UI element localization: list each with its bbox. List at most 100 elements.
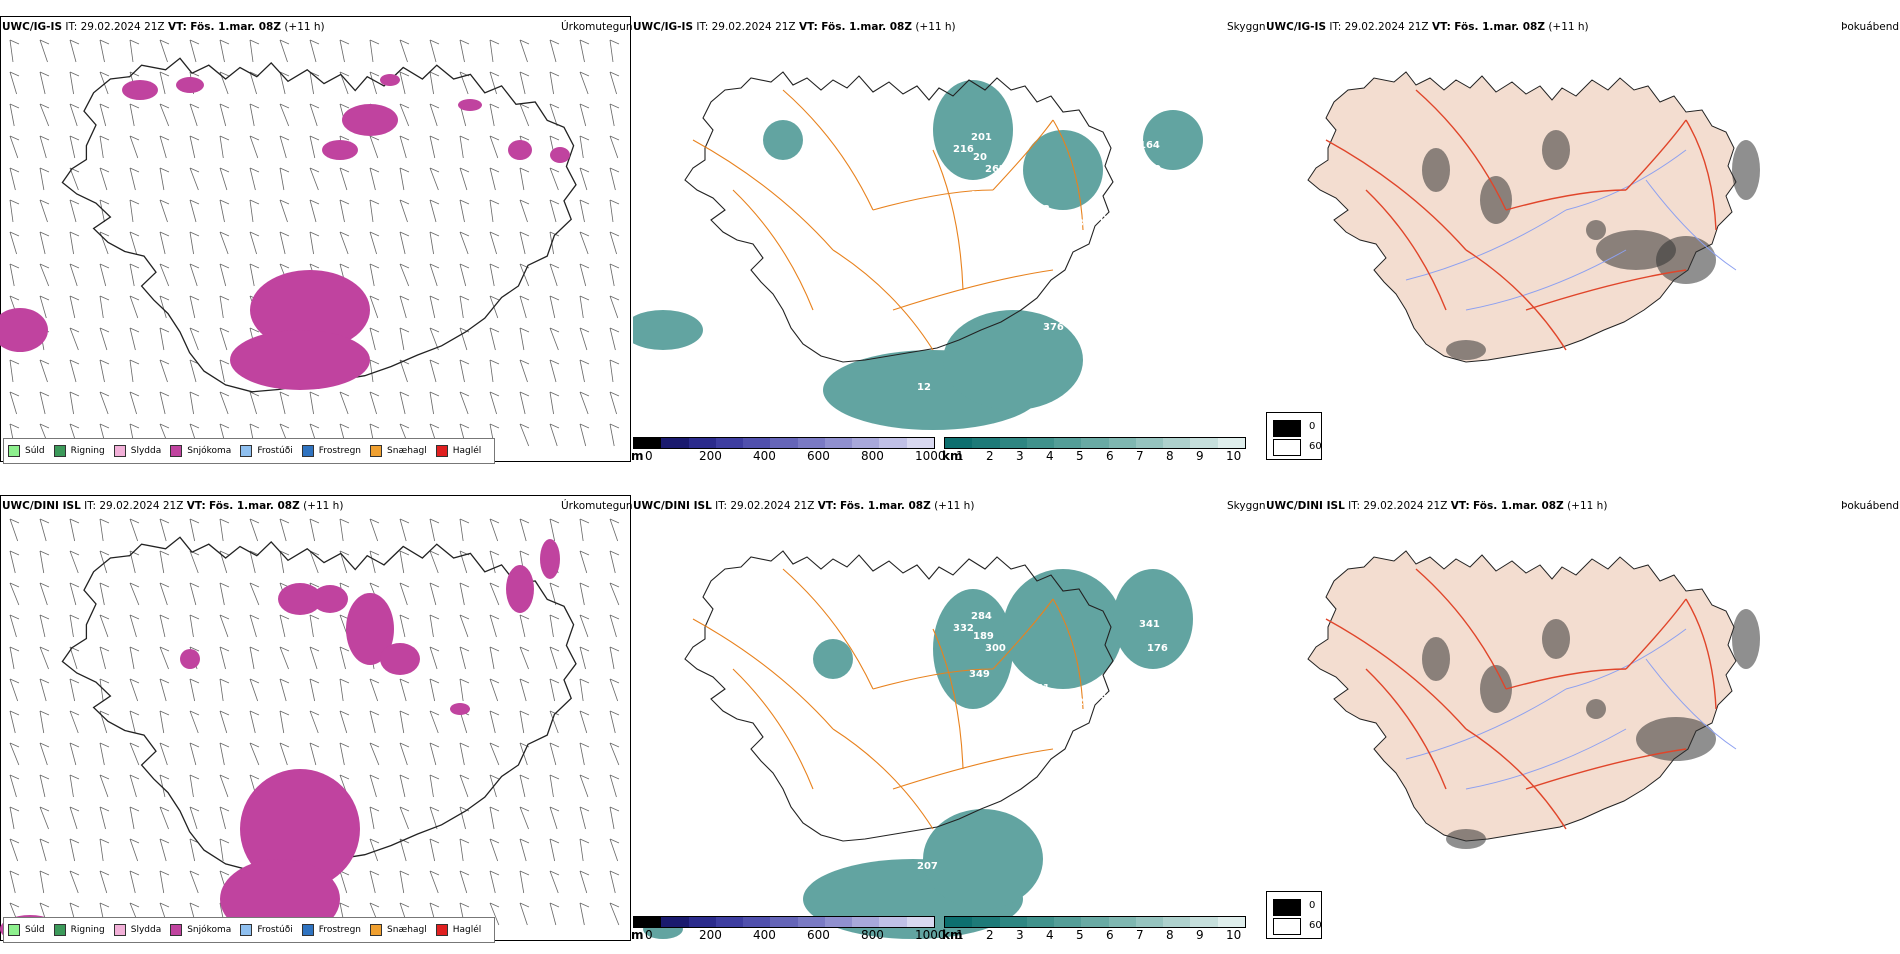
legend-swatch: [113, 924, 126, 936]
legend-item-0: Súld: [8, 924, 45, 936]
bar-tick: 400: [753, 928, 776, 942]
bar-segment: [1054, 438, 1082, 448]
legend-swatch: [8, 445, 20, 457]
row1-fog-panel: UWC/IG-IS IT: 29.02.2024 21Z VT: Fös. 1.…: [1266, 0, 1899, 475]
bar-tick: 9: [1196, 449, 1204, 463]
bar-segment: [1163, 917, 1191, 927]
legend-item-2: Slydda: [113, 445, 161, 457]
legend-swatch: [53, 445, 66, 457]
visibility-value: 300: [1109, 737, 1130, 748]
bar-segment: [715, 917, 744, 927]
bar-segment: [1081, 438, 1109, 448]
row2-visibility-type: Skyggni: [1227, 500, 1266, 512]
visibility-value: 562: [903, 222, 924, 233]
row1-fog-legend: 0 60: [1266, 412, 1322, 460]
legend-item-3: Snjókoma: [170, 924, 231, 936]
bar-tick: 4: [1046, 928, 1054, 942]
row2-precip-legend: Súld Rigning Slydda Snjókoma Frostúði Frostre…: [3, 917, 496, 943]
legend-label: Frostúði: [257, 925, 293, 935]
bar-tick: 8: [1166, 449, 1174, 463]
bar-segment: [1026, 917, 1055, 927]
visibility-value: 176: [1147, 643, 1168, 654]
visibility-value: 164: [1139, 140, 1160, 151]
legend-swatch: [8, 924, 20, 936]
visibility-value: 300: [903, 715, 924, 726]
bar-segment: [688, 917, 716, 927]
visibility-value: 12: [917, 382, 931, 393]
row2-visibility-title: UWC/DINI ISL IT: 29.02.2024 21Z VT: Fös.…: [633, 500, 975, 512]
bar-segment: [824, 917, 853, 927]
bar-tick: 0: [645, 449, 653, 463]
bar-tick: 10: [1226, 928, 1242, 942]
row1-precip-panel: UWC/IG-IS IT: 29.02.2024 21Z VT: Fös. 1.…: [0, 0, 633, 475]
bar-unit: km: [942, 449, 963, 463]
bar-segment: [661, 917, 689, 927]
row1-visibility-type: Skyggni: [1227, 21, 1266, 33]
row1-fog-type: Þokuábendi: [1841, 21, 1899, 33]
visibility-value: 477: [969, 190, 990, 201]
legend-swatch: [301, 924, 314, 936]
bar-segment: [770, 438, 798, 448]
row2-precip-title: UWC/DINI ISL IT: 29.02.2024 21Z VT: Fös.…: [2, 500, 344, 512]
bar-tick: 4: [1046, 449, 1054, 463]
visibility-value: 99: [1093, 693, 1107, 704]
visibility-value: 207: [917, 861, 938, 872]
fog-swatch-60: [1273, 439, 1301, 456]
row1-precip-title: UWC/IG-IS IT: 29.02.2024 21Z VT: Fös. 1.…: [2, 21, 325, 33]
bar-segment: [1108, 917, 1136, 927]
visibility-value: 20: [973, 152, 987, 163]
visibility-value: 304: [903, 236, 924, 247]
legend-swatch: [370, 924, 383, 936]
visibility-value: 183: [1063, 218, 1084, 229]
visibility-value: 406: [1093, 214, 1114, 225]
bar-segment: [972, 917, 1000, 927]
row2-precip-panel: UWC/DINI ISL IT: 29.02.2024 21Z VT: Fös.…: [0, 479, 633, 954]
row2-visibility-panel: 332 284 189 300 349 515 300 461 161 405 412 99 257 30…: [633, 479, 1266, 954]
legend-swatch: [435, 445, 448, 457]
legend-swatch: [170, 445, 183, 457]
legend-item-7: Haglél: [435, 924, 481, 936]
legend-swatch: [170, 924, 183, 936]
legend-label: Rigning: [70, 925, 105, 935]
legend-swatch: [435, 924, 448, 936]
visibility-value: 457: [1067, 266, 1088, 277]
visibility-value: 461: [933, 719, 954, 730]
bar-tick: 0: [645, 928, 653, 942]
legend-swatch: [370, 445, 383, 457]
bar-unit: km: [942, 928, 963, 942]
bar-tick: 400: [753, 449, 776, 463]
legend-label: Frostregn: [318, 446, 362, 456]
bar-segment: [634, 438, 662, 448]
visibility-value: 412: [1109, 238, 1130, 249]
row2-fog-panel: UWC/DINI ISL IT: 29.02.2024 21Z VT: Fös.…: [1266, 479, 1899, 954]
bar-segment: [715, 438, 744, 448]
legend-swatch: [301, 445, 314, 457]
bar-segment: [688, 438, 716, 448]
bar-segment: [634, 917, 662, 927]
bar-tick: 1: [956, 449, 964, 463]
visibility-value: 189: [973, 631, 994, 642]
legend-label: Snjókoma: [187, 446, 232, 456]
bar-m-strip: [633, 916, 935, 928]
row1-visibility-title: UWC/IG-IS IT: 29.02.2024 21Z VT: Fös. 1.…: [633, 21, 956, 33]
legend-item-2: Slydda: [113, 924, 161, 936]
visibility-value: 946: [1043, 801, 1064, 812]
visibility-value: 376: [1043, 322, 1064, 333]
visibility-value: 515: [903, 701, 924, 712]
row2-fog-legend: 0 60: [1266, 891, 1322, 939]
visibility-value: 349: [969, 669, 990, 680]
row2-fog-map: [1307, 550, 1760, 849]
bar-segment: [743, 917, 771, 927]
bar-segment: [770, 917, 798, 927]
legend-item-4: Frostúði: [240, 924, 293, 936]
bar-tick: 10: [1226, 449, 1242, 463]
legend-item-3: Snjókoma: [170, 445, 231, 457]
legend-label: Frostregn: [318, 925, 362, 935]
legend-swatch: [113, 445, 126, 457]
bar-tick: 200: [699, 449, 722, 463]
bar-segment: [1081, 917, 1109, 927]
legend-item-6: Snæhagl: [370, 445, 427, 457]
row2-fog-title: UWC/DINI ISL IT: 29.02.2024 21Z VT: Fös.…: [1266, 500, 1608, 512]
legend-label: Rigning: [70, 446, 105, 456]
visibility-value: 341: [1139, 619, 1160, 630]
